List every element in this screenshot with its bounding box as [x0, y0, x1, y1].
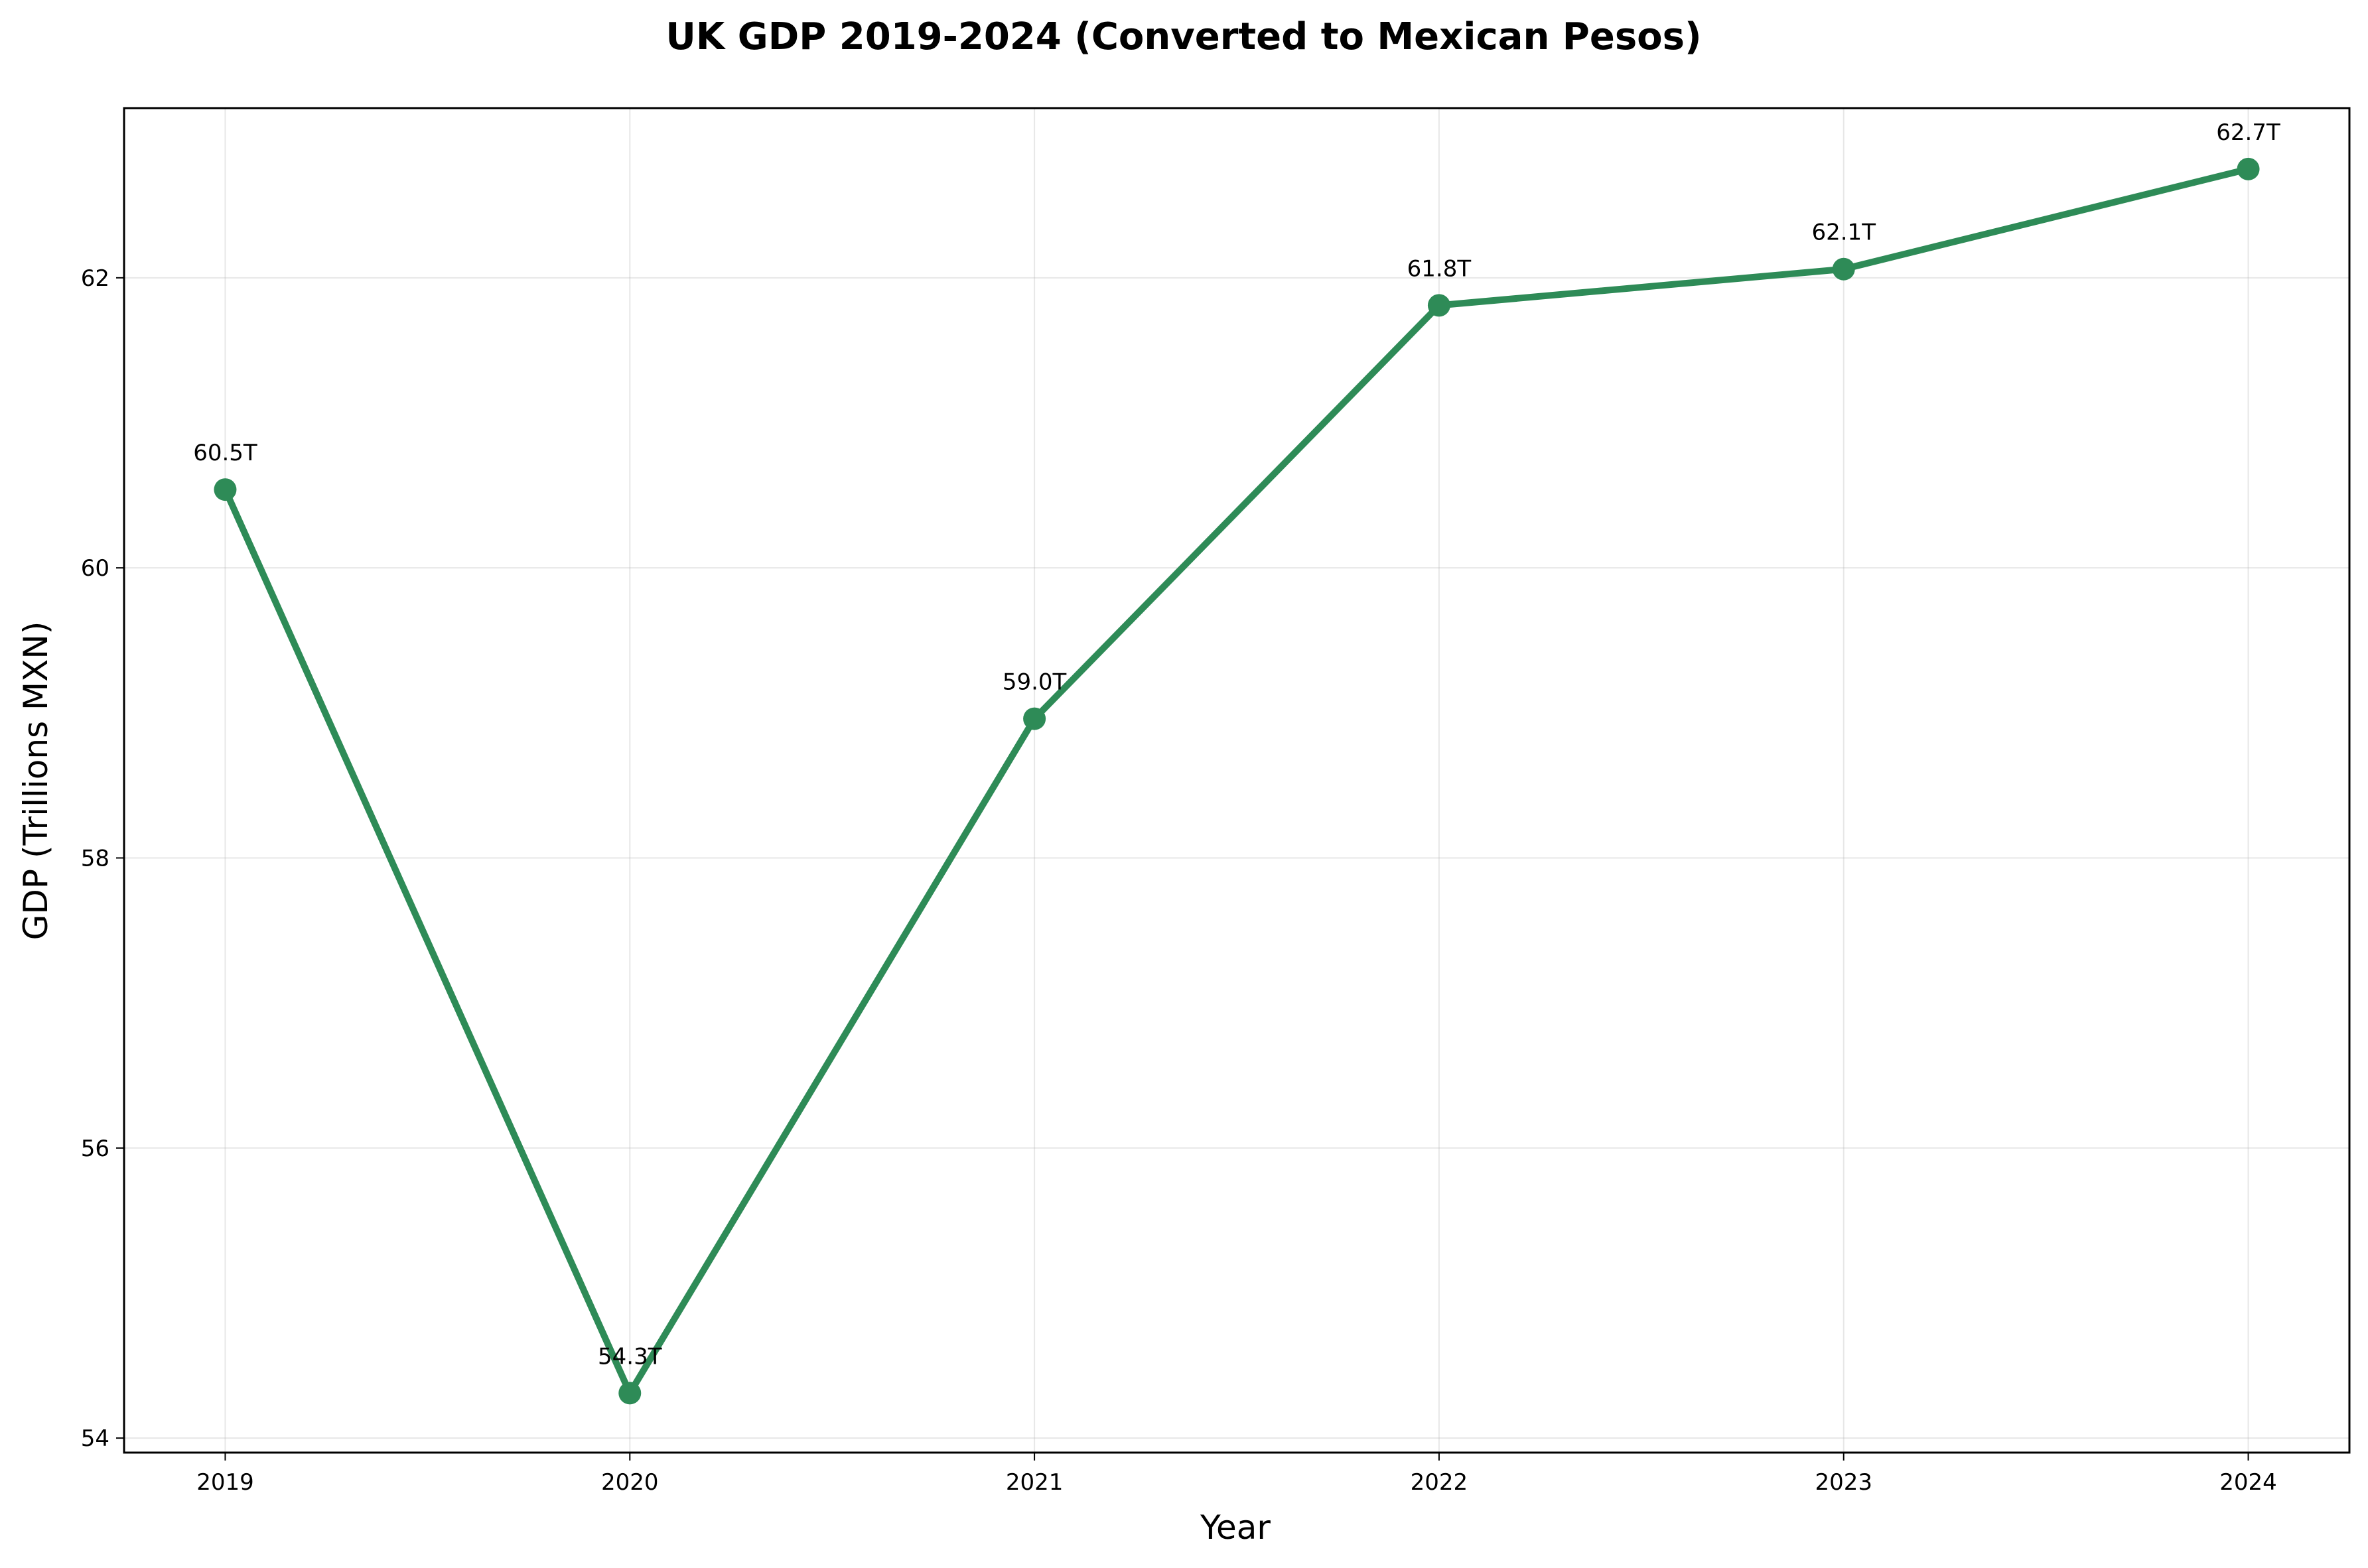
x-tick-label: 2023 [1815, 1469, 1872, 1496]
data-label: 54.3T [598, 1343, 662, 1370]
series-group: 60.5T 54.3T 59.0T 61.8T 62.1T 62.7T [193, 119, 2280, 1405]
data-point [214, 478, 237, 501]
y-axis: 54 56 58 60 62 [81, 265, 124, 1452]
y-axis-label: GDP (Trillions MXN) [17, 621, 55, 941]
data-point [1832, 257, 1855, 281]
data-point [2237, 157, 2260, 180]
y-tick-label: 54 [81, 1425, 109, 1452]
x-tick-label: 2024 [2219, 1469, 2277, 1496]
chart-title: UK GDP 2019-2024 (Converted to Mexican P… [665, 15, 1701, 58]
data-label: 60.5T [193, 440, 257, 466]
y-tick-label: 62 [81, 265, 109, 292]
plot-area-frame [123, 107, 2351, 1454]
y-tick-label: 56 [81, 1136, 109, 1162]
x-tick-label: 2019 [196, 1469, 254, 1496]
x-axis: 2019 2020 2021 2022 2023 2024 [196, 1453, 2277, 1496]
data-point [1023, 707, 1046, 730]
y-tick-label: 58 [81, 845, 109, 872]
x-axis-label: Year [1200, 1508, 1271, 1547]
data-point [1427, 294, 1450, 317]
x-tick-label: 2021 [1006, 1469, 1064, 1496]
data-label: 62.1T [1811, 220, 1876, 246]
data-label: 62.7T [2216, 119, 2280, 146]
y-tick-label: 60 [81, 555, 109, 582]
x-tick-label: 2022 [1411, 1469, 1468, 1496]
x-tick-label: 2020 [601, 1469, 659, 1496]
data-label: 61.8T [1407, 255, 1472, 282]
data-point [618, 1382, 642, 1405]
series-line [222, 165, 2252, 1397]
data-label: 59.0T [1003, 669, 1067, 696]
grid [124, 108, 2349, 1453]
